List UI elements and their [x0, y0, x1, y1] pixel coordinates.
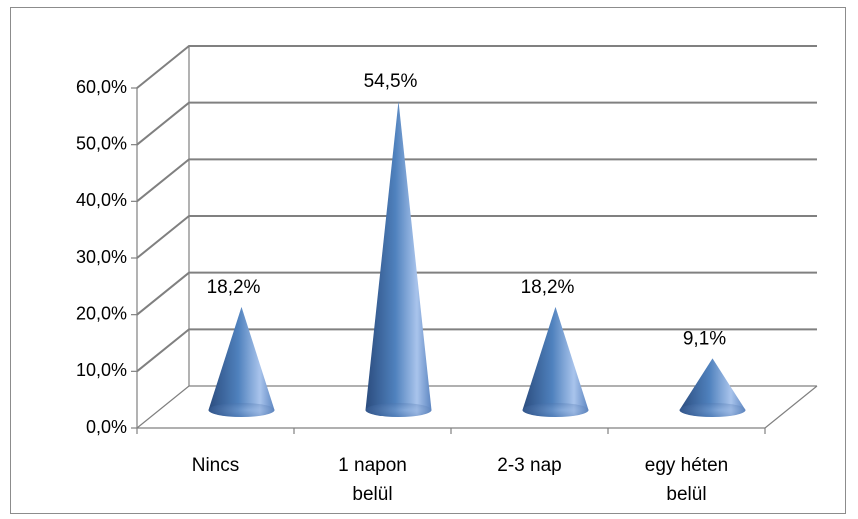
gridline	[136, 45, 817, 89]
cone-base	[365, 403, 432, 417]
cone-bar	[208, 306, 275, 417]
data-label: 9,1%	[683, 328, 726, 349]
y-tick-label: 20,0%	[76, 303, 127, 323]
cone-base	[208, 403, 275, 417]
y-tick-label: 40,0%	[76, 190, 127, 210]
gridline	[136, 158, 817, 203]
x-tick-label: egy héten	[645, 455, 728, 476]
x-tick-labels: Nincs 1 napon belül 2-3 nap egy héten belül	[192, 455, 728, 505]
cone-base	[679, 403, 746, 417]
chart-frame	[10, 7, 846, 514]
y-tick-label: 10,0%	[76, 360, 127, 380]
gridline	[136, 328, 817, 373]
bars	[208, 101, 746, 418]
gridlines	[131, 45, 817, 429]
x-tick-label: 2-3 nap	[497, 455, 561, 476]
cone-bar	[522, 306, 589, 417]
y-tick-label: 0,0%	[86, 417, 127, 437]
cone-body	[208, 306, 275, 417]
data-labels: 18,2% 54,5% 18,2% 9,1%	[207, 71, 727, 349]
x-tick-label: belül	[352, 484, 392, 505]
cone-bar	[679, 358, 746, 417]
data-label: 18,2%	[207, 277, 261, 298]
cone-base	[522, 403, 589, 417]
y-tick-label: 30,0%	[76, 247, 127, 267]
y-tick-label: 60,0%	[76, 77, 127, 97]
y-tick-label: 50,0%	[76, 133, 127, 153]
x-tick-label: 1 napon	[338, 455, 407, 476]
data-label: 54,5%	[364, 71, 418, 92]
gridline	[136, 385, 817, 429]
cone-body	[679, 358, 746, 417]
cone-body	[365, 101, 432, 418]
x-tick-label: Nincs	[192, 455, 240, 476]
gridline	[136, 215, 817, 259]
gridline	[136, 271, 817, 316]
y-tick-labels: 0,0% 10,0% 20,0% 30,0% 40,0% 50,0% 60,0%	[76, 77, 127, 437]
cone-bar	[365, 101, 432, 418]
gridline	[136, 101, 817, 146]
data-label: 18,2%	[521, 277, 575, 298]
cone-body	[522, 306, 589, 417]
x-tick-label: belül	[666, 484, 706, 505]
